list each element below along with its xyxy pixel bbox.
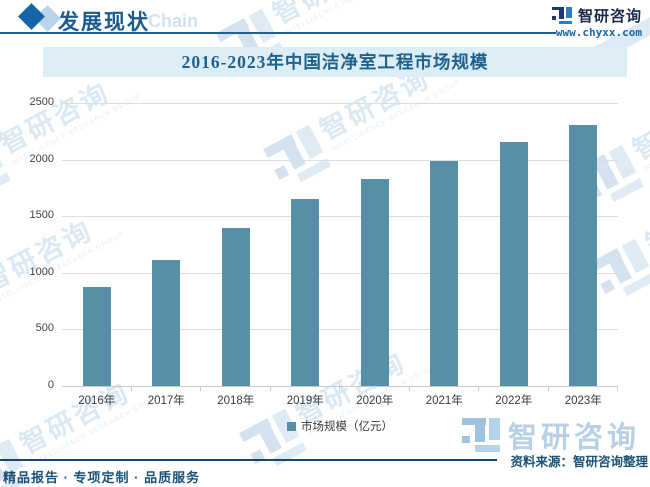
gridline — [62, 272, 618, 274]
gridline — [62, 159, 618, 161]
watermark-text: 智研咨询 — [268, 0, 411, 30]
y-tick-label: 500 — [35, 322, 54, 335]
footer-divider — [0, 459, 497, 461]
gridline — [62, 216, 618, 218]
gridline — [62, 329, 618, 331]
chart-title: 2016-2023年中国洁净室工程市场规模 — [43, 47, 627, 77]
x-tick-label: 2021年 — [410, 387, 480, 408]
x-tick-label: 2023年 — [549, 387, 619, 408]
legend-marker-icon — [287, 421, 296, 431]
zhiyan-logo-icon — [462, 418, 500, 452]
bar-column — [62, 103, 132, 386]
bar-column — [340, 103, 410, 386]
brand-name: 智研咨询 — [577, 8, 642, 25]
x-tick-label: 2019年 — [271, 387, 341, 408]
watermark-logo-icon — [0, 138, 11, 205]
watermark-subtext: INTELLIGENCE RESEARCH GROUP — [643, 99, 650, 174]
x-tick-label: 2017年 — [132, 387, 202, 408]
bar-2020年 — [360, 178, 389, 386]
x-tick-label: 2016年 — [62, 387, 132, 408]
bar-2021年 — [430, 160, 459, 386]
bar-column — [479, 103, 549, 386]
x-tick-label: 2020年 — [340, 387, 410, 408]
y-tick-label: 1000 — [29, 265, 54, 278]
y-tick-label: 1500 — [29, 209, 54, 222]
y-tick-label: 0 — [47, 379, 54, 391]
x-tick-label: 2018年 — [201, 387, 271, 408]
section-title: 发展现状 — [58, 11, 150, 34]
legend: 市场规模（亿元） — [62, 418, 618, 434]
brand-url: www.chyxx.com — [555, 26, 642, 39]
legend-label: 市场规模（亿元） — [301, 421, 393, 433]
header-divider — [0, 32, 556, 34]
bar-2019年 — [291, 198, 320, 386]
data-source: 资料来源：智研咨询整理 — [510, 455, 648, 469]
watermark-text: 智研咨询 — [641, 176, 650, 260]
bar-2022年 — [499, 142, 528, 386]
bar-series — [62, 103, 618, 386]
gridline — [62, 103, 618, 104]
bar-column — [271, 103, 341, 386]
watermark-big-logo: 智研咨询 — [462, 414, 640, 456]
x-axis: 2016年 2017年 2018年 2019年 2020年 2021年 2022年 2023年 — [62, 387, 618, 408]
bar-column — [201, 103, 271, 386]
x-tick-label: 2022年 — [479, 387, 549, 408]
watermark-brand-text: 智研咨询 — [508, 422, 641, 454]
bar-2018年 — [221, 227, 250, 386]
bar-2023年 — [569, 124, 598, 386]
brand-logo: 智研咨询 — [551, 5, 642, 26]
bar-column — [549, 103, 619, 386]
zhiyan-logo-icon — [551, 6, 572, 25]
bar-2017年 — [152, 259, 181, 386]
bar-column — [132, 103, 202, 386]
footer-tagline: 精品报告 · 专项定制 · 品质服务 — [3, 470, 201, 485]
watermark-text: 智研咨询 — [628, 82, 650, 166]
section-ghost-text: Chain — [148, 11, 199, 31]
y-tick-label: 2500 — [29, 96, 54, 108]
bar-2016年 — [82, 286, 111, 386]
bar-column — [410, 103, 480, 386]
x-axis-line — [62, 386, 618, 387]
y-tick-label: 2000 — [29, 152, 54, 165]
